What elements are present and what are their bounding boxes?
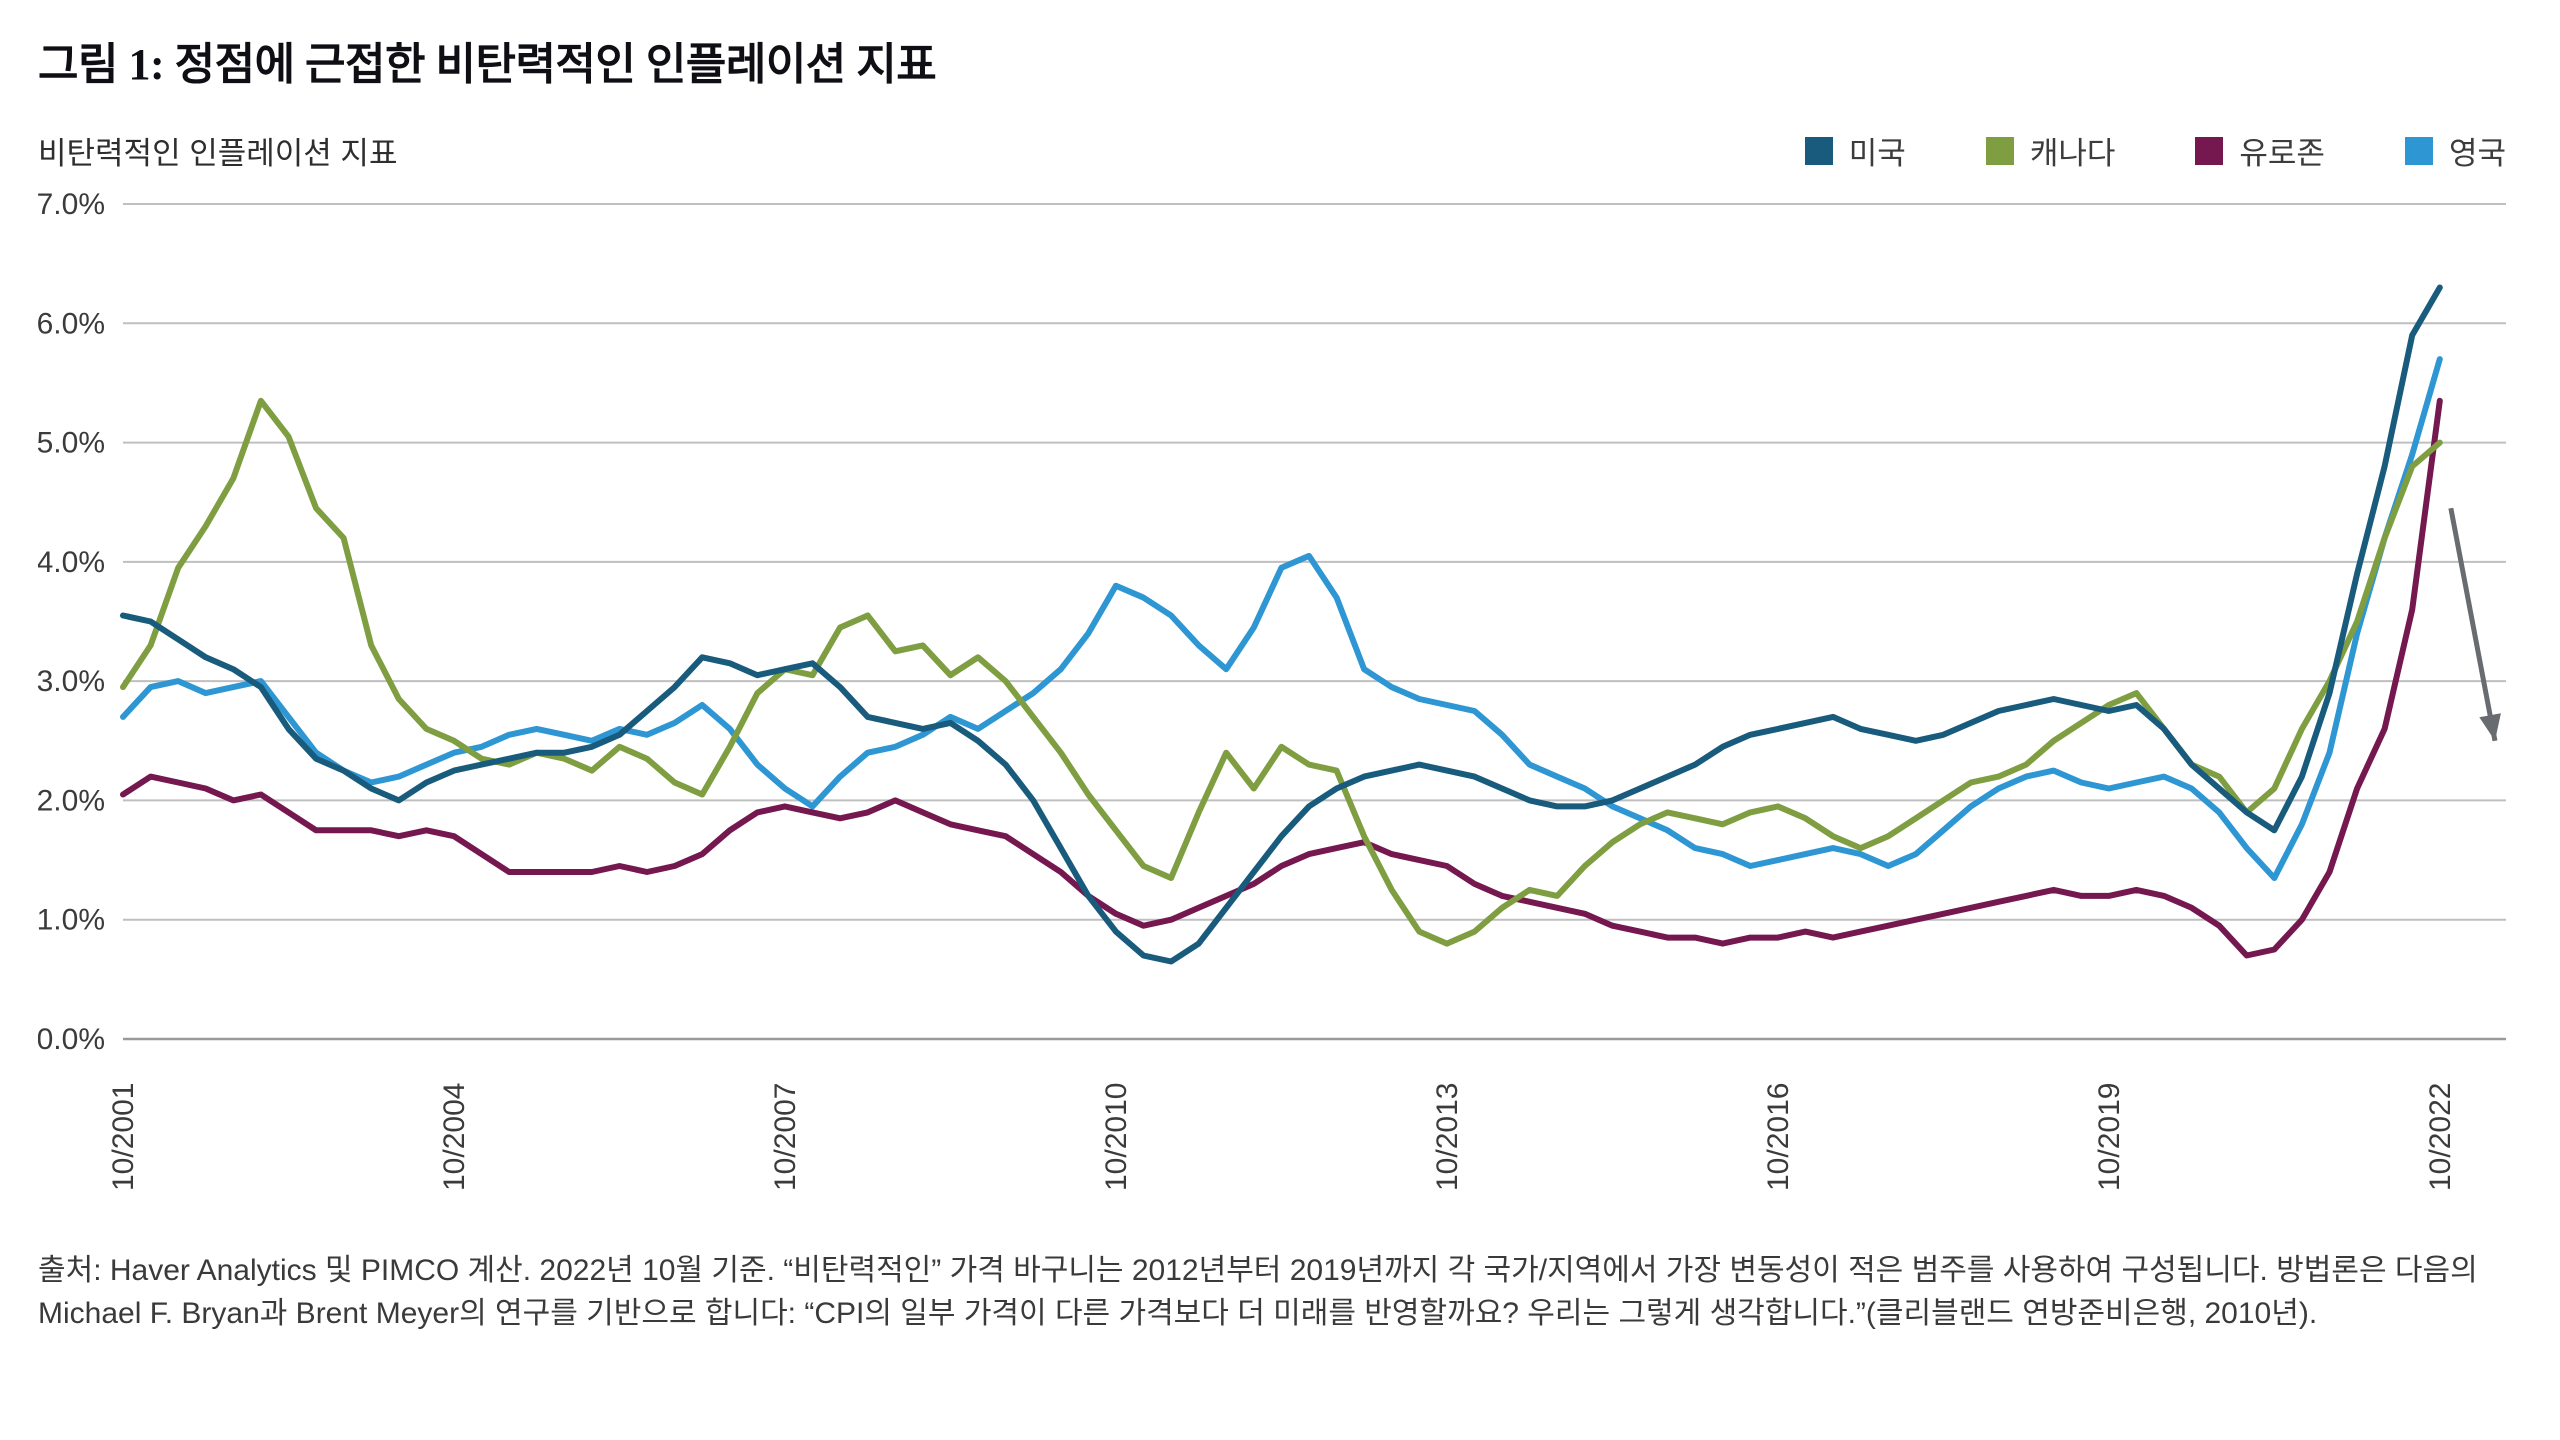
legend-swatch-canada [1985, 136, 2014, 165]
chart-legend: 미국 캐나다 유로존 영국 [1804, 128, 2522, 173]
y-axis-label: 1.0% [38, 904, 105, 937]
legend-swatch-us [1804, 136, 1833, 165]
chart-header-row: 비탄력적인 인플레이션 지표 미국 캐나다 유로존 영국 [38, 128, 2522, 173]
y-axis-label: 3.0% [38, 665, 105, 698]
legend-item-uk: 영국 [2404, 128, 2506, 173]
chart-subtitle: 비탄력적인 인플레이션 지표 [38, 136, 398, 171]
y-axis-label: 4.0% [38, 546, 105, 579]
figure-title: 그림 1: 정점에 근접한 비탄력적인 인플레이션 지표 [38, 40, 937, 89]
legend-item-eurozone: 유로존 [2195, 128, 2325, 173]
legend-swatch-uk [2404, 136, 2433, 165]
trend-arrowhead [2479, 713, 2501, 741]
legend-item-us: 미국 [1804, 128, 1906, 173]
legend-label-eurozone: 유로존 [2239, 136, 2325, 171]
y-axis-label: 5.0% [38, 427, 105, 460]
x-axis-label: 10/2001 [107, 1083, 140, 1191]
trend-arrow [2448, 507, 2498, 742]
series-line-eurozone [120, 397, 2443, 959]
x-axis-label: 10/2004 [438, 1083, 471, 1191]
y-axis-label: 6.0% [38, 307, 105, 340]
legend-swatch-eurozone [2195, 136, 2224, 165]
legend-item-canada: 캐나다 [1985, 128, 2116, 173]
y-axis-label: 0.0% [38, 1023, 105, 1056]
legend-label-us: 미국 [1848, 136, 1906, 171]
chart-svg: 0.0% 1.0% 2.0% 3.0% 4.0% 5.0% 6.0% 7.0% 10/2001 1… [37, 188, 2506, 1191]
x-axis-label: 10/2016 [1762, 1083, 1795, 1191]
x-axis-label: 10/2010 [1100, 1083, 1133, 1191]
y-axis-label: 2.0% [38, 784, 105, 817]
legend-label-canada: 캐나다 [2029, 136, 2116, 171]
series-line-us [120, 284, 2443, 965]
x-axis-label: 10/2022 [2424, 1083, 2457, 1191]
x-axis-label: 10/2007 [769, 1083, 802, 1191]
source-note: 출처: Haver Analytics 및 PIMCO 계산. 2022년 10… [38, 1254, 2478, 1330]
line-chart: 0.0% 1.0% 2.0% 3.0% 4.0% 5.0% 6.0% 7.0% 10/2001 1… [37, 179, 2522, 1224]
series-line-uk [120, 356, 2443, 881]
x-axis-label: 10/2013 [1431, 1083, 1464, 1191]
y-axis-label: 7.0% [38, 188, 105, 221]
x-axis-label: 10/2019 [2093, 1083, 2126, 1191]
legend-label-uk: 영국 [2448, 136, 2506, 171]
series-line-canada [120, 397, 2443, 947]
